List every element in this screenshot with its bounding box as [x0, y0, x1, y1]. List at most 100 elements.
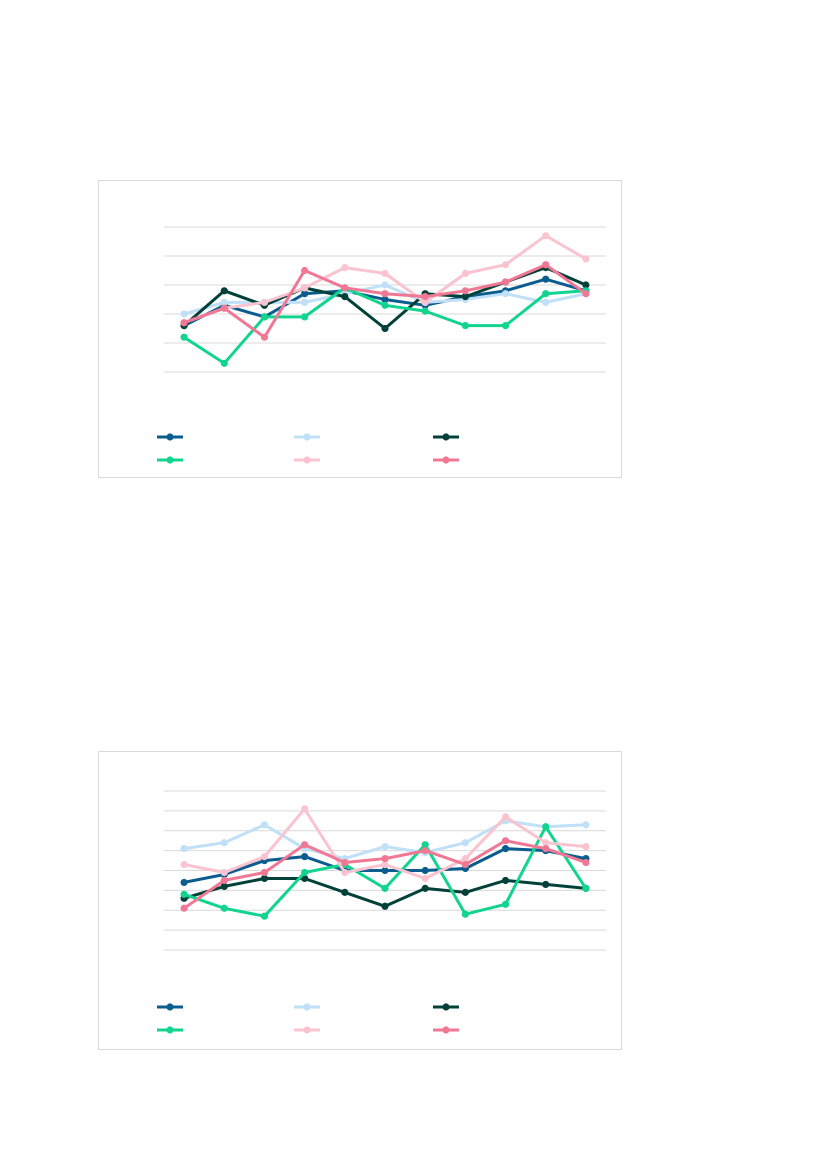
legend-item: [433, 1026, 459, 1034]
data-point: [301, 852, 309, 861]
data-point: [301, 290, 309, 298]
data-point: [542, 880, 550, 889]
series-6: [180, 261, 590, 341]
data-point: [180, 860, 188, 869]
data-point: [260, 298, 269, 306]
data-point: [220, 287, 228, 295]
legend-item: [294, 1026, 320, 1034]
legend-item: [433, 1003, 459, 1011]
data-point: [542, 261, 550, 269]
data-point: [381, 324, 389, 333]
data-point: [421, 847, 429, 855]
data-point: [461, 293, 469, 301]
data-point: [542, 298, 550, 306]
data-point: [180, 904, 188, 912]
data-point: [341, 264, 349, 272]
data-point: [501, 876, 510, 885]
data-point: [220, 359, 228, 367]
legend-marker: [303, 456, 311, 464]
data-point: [501, 900, 510, 908]
legend-marker: [166, 433, 174, 441]
data-point: [461, 910, 469, 918]
legend-item: [433, 433, 459, 441]
data-point: [301, 284, 309, 292]
series-line: [182, 819, 588, 861]
line-chart-1-plot: [157, 226, 606, 464]
data-point: [301, 874, 309, 883]
data-point: [381, 295, 389, 304]
legend-item: [157, 456, 183, 464]
data-point: [220, 298, 228, 306]
data-point: [381, 301, 389, 309]
series-4: [180, 823, 590, 920]
data-point: [220, 882, 228, 890]
data-point: [582, 821, 590, 829]
legend: [157, 1003, 459, 1034]
data-point: [260, 868, 269, 877]
data-point: [501, 813, 510, 821]
data-point: [260, 313, 269, 321]
data-point: [341, 858, 349, 867]
data-point: [501, 322, 510, 330]
data-point: [461, 269, 469, 277]
legend-marker: [166, 1026, 174, 1034]
data-point: [341, 868, 349, 877]
data-point: [501, 278, 510, 286]
data-point: [542, 839, 550, 847]
data-point: [381, 269, 389, 277]
data-point: [180, 890, 188, 898]
legend-marker: [166, 456, 174, 464]
data-point: [260, 852, 269, 861]
data-point: [381, 860, 389, 869]
data-point: [582, 843, 590, 851]
data-point: [501, 845, 510, 853]
data-point: [542, 232, 550, 240]
legend-item: [157, 1003, 183, 1011]
data-point: [461, 322, 469, 330]
data-point: [582, 290, 590, 298]
data-point: [421, 307, 429, 315]
data-point: [220, 876, 228, 885]
data-point: [542, 845, 550, 853]
data-point: [301, 868, 309, 877]
data-point: [582, 281, 590, 289]
data-point: [421, 884, 429, 892]
data-point: [260, 912, 269, 920]
data-point: [421, 293, 429, 301]
gridlines: [164, 226, 606, 373]
series-5: [180, 232, 590, 327]
data-point: [341, 284, 349, 292]
data-point: [381, 854, 389, 863]
legend-item: [433, 456, 459, 464]
data-point: [180, 310, 188, 318]
data-point: [461, 888, 469, 896]
data-point: [501, 261, 510, 269]
data-point: [260, 821, 269, 829]
data-point: [421, 298, 429, 306]
data-point: [301, 266, 309, 275]
data-point: [260, 333, 269, 341]
data-point: [220, 304, 228, 312]
data-point: [582, 884, 590, 892]
data-point: [381, 281, 389, 289]
data-point: [542, 290, 550, 298]
data-point: [180, 319, 188, 327]
data-point: [220, 868, 228, 877]
legend-marker: [303, 1026, 311, 1034]
data-point: [260, 874, 269, 883]
data-point: [381, 902, 389, 910]
legend-item: [294, 433, 320, 441]
legend-item: [157, 433, 183, 441]
data-point: [421, 866, 429, 875]
data-point: [301, 841, 309, 849]
data-point: [381, 866, 389, 875]
data-point: [421, 841, 429, 849]
series-line: [182, 877, 588, 908]
data-point: [301, 805, 309, 813]
data-point: [542, 823, 550, 831]
data-point: [220, 904, 228, 912]
data-point: [461, 854, 469, 863]
legend-marker: [303, 433, 311, 441]
data-point: [341, 293, 349, 301]
legend-item: [294, 1003, 320, 1011]
